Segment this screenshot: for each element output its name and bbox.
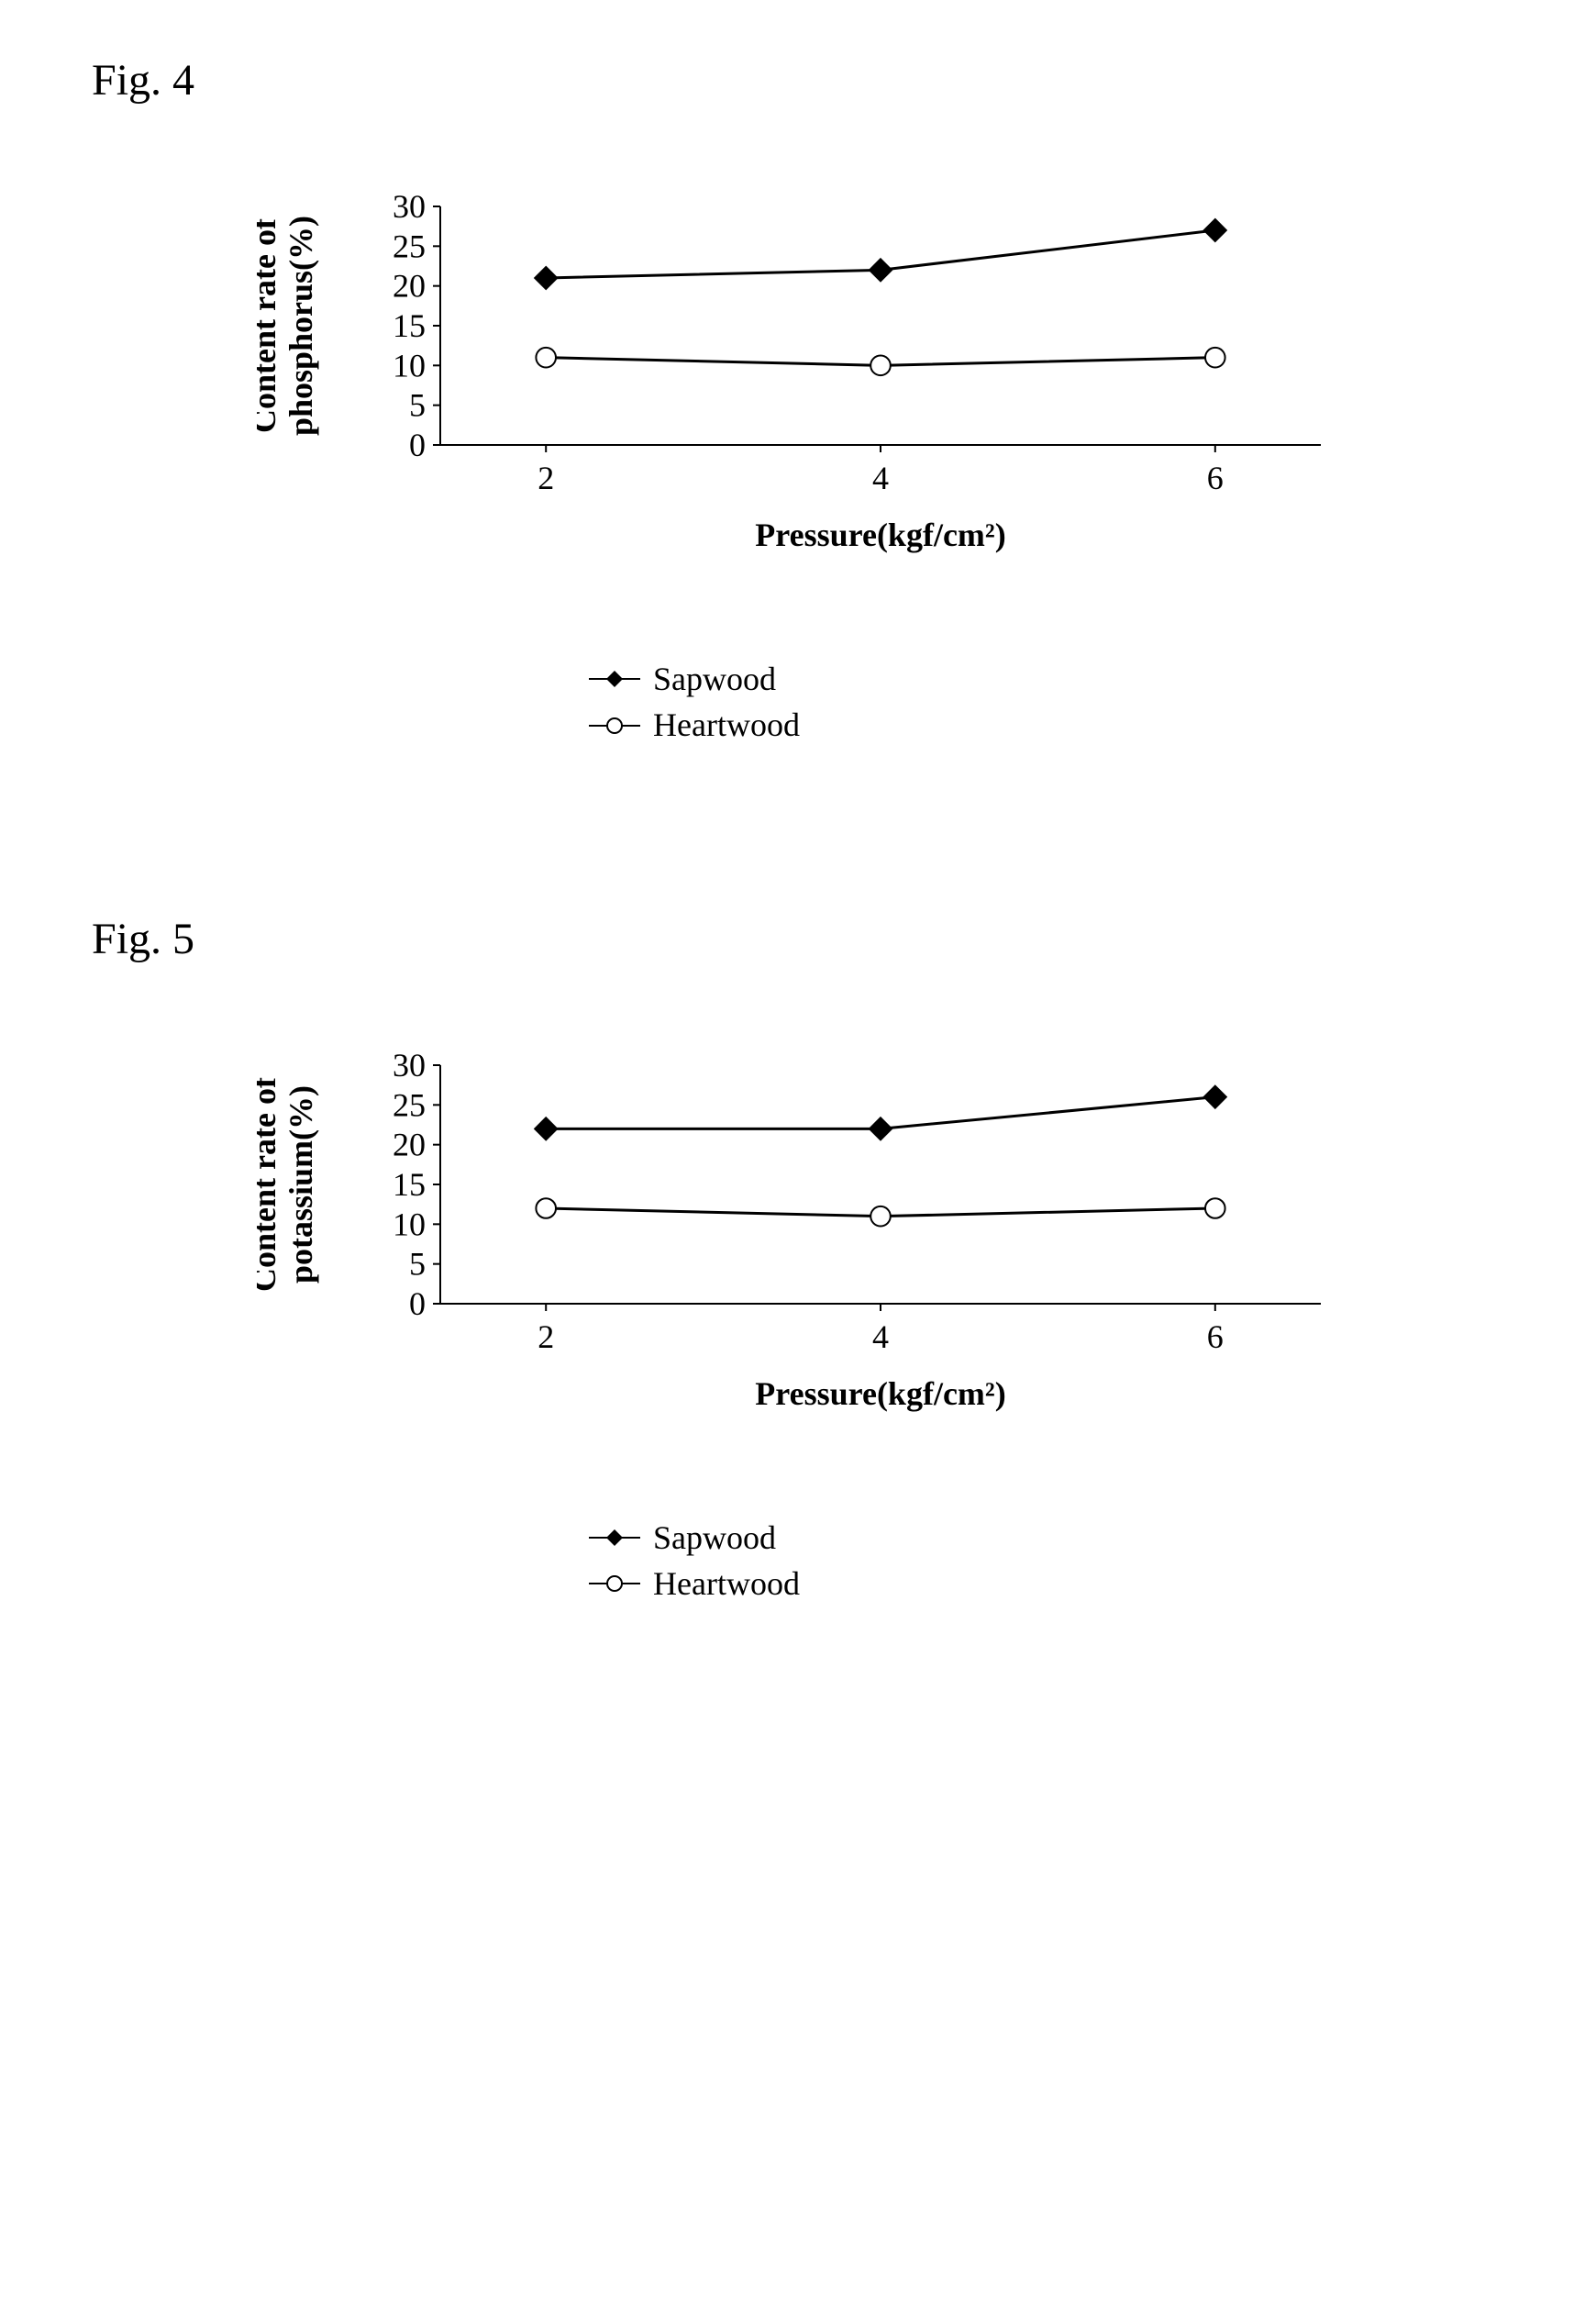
figure-title: Fig. 5 — [92, 914, 1504, 964]
y-tick-label: 10 — [393, 347, 426, 383]
legend: Sapwood Heartwood — [587, 1515, 1504, 1607]
marker-circle — [536, 348, 556, 368]
chart-wrap: 051015 202530 2 4 6 Content rate ofpotassium(… — [257, 1038, 1504, 1607]
y-tick-label: 25 — [393, 1086, 426, 1123]
legend-label: Sapwood — [653, 1515, 776, 1561]
x-tick-label: 4 — [872, 460, 889, 496]
x-axis-label: Pressure(kgf/cm²) — [755, 517, 1005, 553]
x-axis-label: Pressure(kgf/cm²) — [755, 1375, 1005, 1412]
y-axis-label: Content rate ofpotassium(%) — [257, 1076, 319, 1292]
marker-circle — [1205, 348, 1225, 368]
legend-swatch-icon — [587, 1573, 642, 1595]
svg-text:potassium(%): potassium(%) — [283, 1085, 319, 1284]
marker-circle — [870, 356, 891, 376]
marker-circle — [1205, 1198, 1225, 1218]
legend-label: Sapwood — [653, 656, 776, 702]
legend: Sapwood Heartwood — [587, 656, 1504, 749]
x-tick-label: 2 — [538, 460, 554, 496]
svg-text:Content rate of: Content rate of — [257, 1076, 283, 1292]
marker-diamond — [1204, 1085, 1226, 1107]
y-tick-label: 30 — [393, 188, 426, 225]
marker-diamond — [870, 1117, 892, 1139]
x-tick-label: 6 — [1207, 460, 1224, 496]
marker-diamond — [1204, 219, 1226, 241]
legend-label: Heartwood — [653, 702, 800, 748]
legend-swatch-icon — [587, 668, 642, 690]
legend-label: Heartwood — [653, 1561, 800, 1606]
x-tick-label: 4 — [872, 1318, 889, 1355]
chart-wrap: 05 101520 2530 2 4 6 Content rate ofphosphorus… — [257, 179, 1504, 749]
legend-item-1: Heartwood — [587, 1561, 1504, 1606]
y-tick-label: 0 — [409, 427, 426, 463]
marker-circle — [536, 1198, 556, 1218]
marker-diamond — [535, 1117, 557, 1139]
y-tick-label: 15 — [393, 1166, 426, 1203]
marker-circle — [870, 1206, 891, 1227]
legend-item-0: Sapwood — [587, 656, 1504, 702]
figure-title: Fig. 4 — [92, 55, 1504, 106]
figure-block-0: Fig. 4 05 101520 2530 2 4 6 Content rate ofpho… — [92, 55, 1504, 749]
legend-item-0: Sapwood — [587, 1515, 1504, 1561]
marker-diamond — [870, 259, 892, 281]
chart-0: 05 101520 2530 2 4 6 Content rate ofphosphorus… — [257, 179, 1358, 564]
y-tick-label: 5 — [409, 1245, 426, 1282]
y-tick-label: 15 — [393, 307, 426, 344]
y-tick-label: 5 — [409, 387, 426, 424]
svg-text:phosphorus(%): phosphorus(%) — [283, 216, 319, 436]
y-tick-label: 0 — [409, 1285, 426, 1322]
legend-item-1: Heartwood — [587, 702, 1504, 748]
x-tick-label: 2 — [538, 1318, 554, 1355]
figure-block-1: Fig. 5 051015 202530 2 4 6 Content rate ofpot… — [92, 914, 1504, 1607]
y-tick-label: 30 — [393, 1047, 426, 1084]
x-tick-label: 6 — [1207, 1318, 1224, 1355]
chart-1: 051015 202530 2 4 6 Content rate ofpotassium(… — [257, 1038, 1358, 1423]
legend-swatch-icon — [587, 1527, 642, 1549]
marker-diamond — [535, 267, 557, 289]
y-tick-label: 20 — [393, 268, 426, 305]
y-tick-label: 25 — [393, 228, 426, 264]
y-axis-label: Content rate ofphosphorus(%) — [257, 216, 319, 436]
y-tick-label: 10 — [393, 1206, 426, 1242]
y-tick-label: 20 — [393, 1126, 426, 1162]
legend-swatch-icon — [587, 715, 642, 737]
svg-text:Content rate of: Content rate of — [257, 217, 283, 433]
